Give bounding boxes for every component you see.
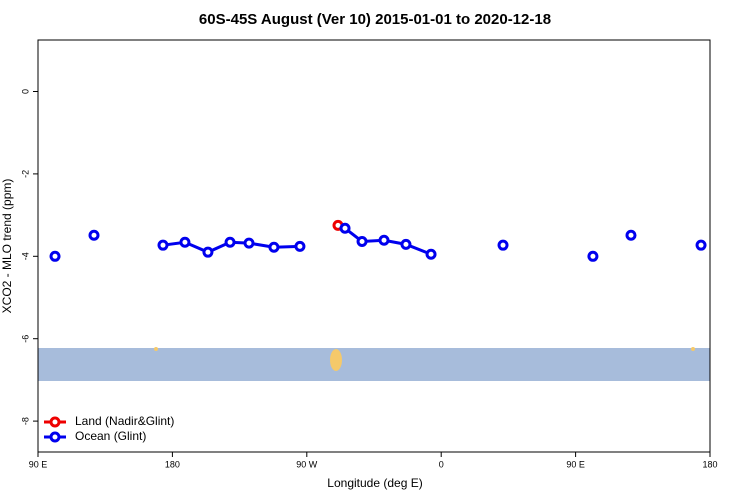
land-patch bbox=[330, 349, 342, 371]
point bbox=[224, 236, 236, 248]
land-patch bbox=[154, 347, 158, 351]
point bbox=[400, 238, 412, 250]
point bbox=[157, 239, 169, 251]
point bbox=[49, 250, 61, 262]
x-tick-label: 180 bbox=[702, 459, 717, 469]
point bbox=[425, 248, 437, 260]
point bbox=[587, 250, 599, 262]
map-strip bbox=[38, 348, 710, 381]
point bbox=[179, 236, 191, 248]
point bbox=[378, 234, 390, 246]
y-tick-label: 0 bbox=[20, 89, 30, 94]
point bbox=[243, 237, 255, 249]
x-tick-label: 90 E bbox=[29, 459, 48, 469]
point bbox=[268, 241, 280, 253]
legend-marker bbox=[49, 416, 61, 428]
y-tick-label: -8 bbox=[20, 417, 30, 425]
point bbox=[294, 240, 306, 252]
y-tick-label: -6 bbox=[20, 335, 30, 343]
plot-frame bbox=[37, 39, 711, 453]
point bbox=[339, 222, 351, 234]
legend-label: Ocean (Glint) bbox=[75, 429, 146, 443]
x-tick-label: 90 E bbox=[566, 459, 585, 469]
legend-label: Land (Nadir&Glint) bbox=[75, 414, 174, 428]
chart-title: 60S-45S August (Ver 10) 2015-01-01 to 20… bbox=[199, 11, 551, 28]
point bbox=[695, 239, 707, 251]
point bbox=[497, 239, 509, 251]
point bbox=[625, 229, 637, 241]
y-axis-label: XCO2 - MLO trend (ppm) bbox=[0, 179, 14, 314]
point bbox=[88, 229, 100, 241]
land-patch bbox=[691, 347, 695, 351]
point bbox=[202, 246, 214, 258]
y-tick-label: -4 bbox=[20, 252, 30, 260]
x-tick-label: 0 bbox=[439, 459, 444, 469]
point bbox=[356, 235, 368, 247]
x-axis-label: Longitude (deg E) bbox=[327, 476, 422, 490]
y-tick-label: -2 bbox=[20, 170, 30, 178]
x-tick-label: 90 W bbox=[296, 459, 318, 469]
legend-marker bbox=[49, 431, 61, 443]
x-tick-label: 180 bbox=[165, 459, 180, 469]
